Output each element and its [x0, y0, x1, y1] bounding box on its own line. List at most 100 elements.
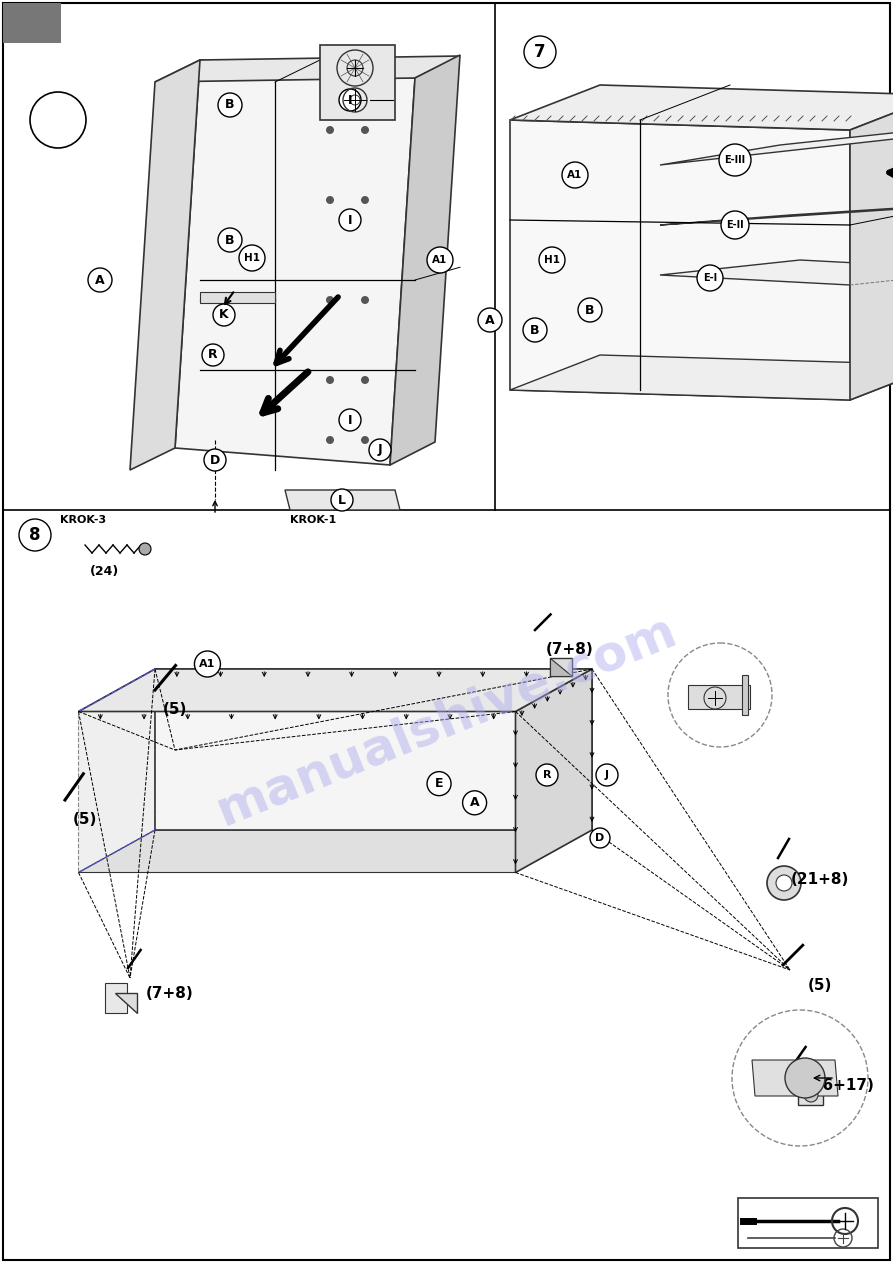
Circle shape: [719, 144, 751, 176]
Text: B: B: [225, 234, 235, 246]
Text: KROK-3: KROK-3: [60, 515, 106, 525]
Text: E-II: E-II: [726, 220, 744, 230]
Circle shape: [539, 248, 565, 273]
Circle shape: [326, 296, 334, 304]
Text: manualshive.com: manualshive.com: [209, 605, 684, 835]
Circle shape: [361, 196, 369, 205]
Polygon shape: [660, 115, 893, 165]
Text: (24): (24): [90, 565, 120, 578]
Text: (16+17): (16+17): [805, 1077, 874, 1092]
Text: (7+8): (7+8): [146, 985, 194, 1000]
Circle shape: [361, 376, 369, 384]
Circle shape: [697, 265, 723, 290]
Text: I: I: [347, 213, 352, 226]
Text: B: B: [530, 323, 539, 336]
Text: E-I: E-I: [703, 273, 717, 283]
Circle shape: [732, 1010, 868, 1146]
Text: A1: A1: [199, 659, 215, 669]
Circle shape: [339, 208, 361, 231]
Polygon shape: [175, 61, 415, 465]
Circle shape: [326, 196, 334, 205]
Text: D: D: [596, 834, 605, 842]
Bar: [105, 983, 127, 1013]
Polygon shape: [660, 197, 893, 225]
Polygon shape: [155, 56, 460, 82]
Text: A1: A1: [567, 171, 582, 181]
Polygon shape: [550, 658, 572, 676]
Circle shape: [427, 248, 453, 273]
Text: B: B: [225, 99, 235, 111]
Circle shape: [339, 409, 361, 431]
Text: A: A: [470, 796, 480, 810]
Text: (5): (5): [808, 978, 832, 993]
FancyBboxPatch shape: [550, 658, 572, 676]
Circle shape: [596, 764, 618, 786]
Text: E-III: E-III: [724, 155, 746, 165]
Text: J: J: [605, 770, 609, 781]
Text: J: J: [378, 443, 382, 456]
Circle shape: [562, 162, 588, 188]
Text: R: R: [543, 770, 551, 781]
Text: H1: H1: [244, 253, 260, 263]
Polygon shape: [515, 669, 592, 873]
Circle shape: [339, 88, 361, 111]
Circle shape: [326, 126, 334, 134]
Text: 7: 7: [534, 43, 546, 61]
Polygon shape: [850, 95, 893, 400]
Polygon shape: [79, 669, 592, 711]
Text: A: A: [96, 274, 104, 287]
Text: (7+8): (7+8): [547, 643, 594, 658]
FancyBboxPatch shape: [320, 45, 395, 120]
Text: D: D: [210, 453, 221, 466]
Circle shape: [218, 93, 242, 117]
Polygon shape: [155, 669, 592, 830]
Polygon shape: [752, 1060, 838, 1096]
Text: I: I: [347, 413, 352, 427]
Bar: [742, 674, 748, 715]
Text: H1: H1: [544, 255, 560, 265]
Polygon shape: [285, 490, 400, 510]
Circle shape: [767, 866, 801, 901]
Polygon shape: [79, 830, 592, 873]
Polygon shape: [115, 993, 137, 1013]
Text: B: B: [585, 303, 595, 317]
Text: R: R: [208, 349, 218, 361]
Polygon shape: [510, 355, 893, 400]
Circle shape: [668, 643, 772, 746]
Circle shape: [213, 304, 235, 326]
Text: (5): (5): [163, 702, 188, 717]
Polygon shape: [510, 85, 893, 130]
Polygon shape: [200, 292, 275, 303]
Circle shape: [361, 436, 369, 445]
Text: L: L: [338, 494, 346, 506]
Text: KROK-1: KROK-1: [290, 515, 337, 525]
Circle shape: [361, 126, 369, 134]
Circle shape: [804, 1087, 818, 1103]
Polygon shape: [510, 120, 850, 400]
Circle shape: [139, 543, 151, 554]
Circle shape: [202, 344, 224, 366]
Text: (21+8): (21+8): [791, 873, 849, 888]
Polygon shape: [79, 669, 155, 873]
Polygon shape: [660, 260, 893, 285]
Circle shape: [463, 791, 487, 815]
Text: E: E: [435, 777, 443, 791]
Circle shape: [427, 772, 451, 796]
Polygon shape: [390, 56, 460, 465]
Circle shape: [536, 764, 558, 786]
Circle shape: [523, 318, 547, 342]
FancyBboxPatch shape: [738, 1199, 878, 1248]
Circle shape: [195, 650, 221, 677]
Text: A1: A1: [432, 255, 447, 265]
Circle shape: [331, 489, 353, 512]
Circle shape: [19, 519, 51, 551]
FancyBboxPatch shape: [798, 1085, 823, 1105]
Text: (5): (5): [73, 812, 97, 827]
Polygon shape: [688, 685, 750, 709]
Circle shape: [218, 229, 242, 253]
Circle shape: [204, 450, 226, 471]
Circle shape: [361, 296, 369, 304]
Circle shape: [590, 829, 610, 847]
Circle shape: [721, 211, 749, 239]
Circle shape: [785, 1058, 825, 1098]
